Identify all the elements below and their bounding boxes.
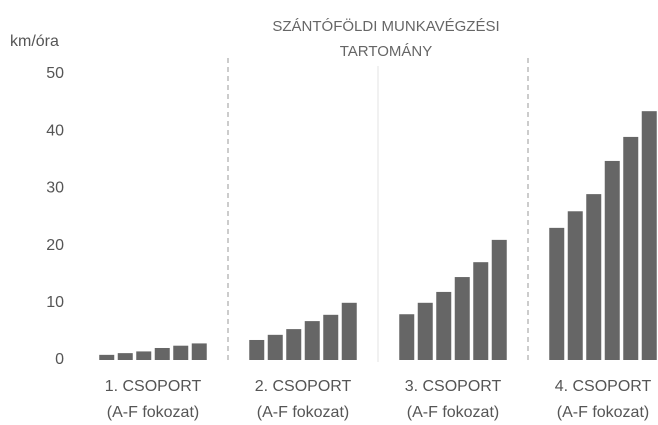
bar: [286, 329, 302, 360]
chart-title: SZÁNTÓFÖLDI MUNKAVÉGZÉSI: [272, 17, 499, 35]
x-tick-label: (A-F fokozat): [257, 404, 349, 421]
bar: [604, 160, 620, 360]
x-tick-label: 2. CSOPORT: [255, 378, 352, 395]
x-tick-label: 3. CSOPORT: [405, 378, 502, 395]
y-tick-label: 10: [46, 294, 64, 311]
bar: [154, 347, 170, 360]
y-tick-label: 30: [46, 180, 64, 197]
bar: [323, 314, 339, 360]
bar: [473, 262, 489, 360]
bar: [454, 277, 470, 360]
bar: [173, 345, 189, 360]
bar: [399, 314, 415, 360]
bar: [191, 343, 207, 360]
y-tick-label: 20: [46, 237, 64, 254]
bar: [341, 302, 357, 360]
x-tick-label: (A-F fokozat): [407, 404, 499, 421]
bar: [641, 111, 657, 361]
bar: [623, 136, 639, 360]
bar: [99, 354, 115, 360]
x-tick-label: (A-F fokozat): [107, 404, 199, 421]
x-tick-label: 1. CSOPORT: [105, 378, 202, 395]
y-tick-label: 50: [46, 65, 64, 82]
bar: [586, 194, 602, 360]
y-axis-label: km/óra: [10, 33, 59, 50]
bar: [549, 227, 565, 360]
bar: [567, 211, 583, 360]
bar: [436, 291, 452, 360]
bar: [491, 239, 507, 360]
x-tick-label: (A-F fokozat): [557, 404, 649, 421]
y-tick-label: 40: [46, 122, 64, 139]
bar: [249, 339, 265, 360]
x-tick-label: 4. CSOPORT: [555, 378, 652, 395]
chart-title: TARTOMÁNY: [340, 43, 433, 60]
bar: [417, 302, 433, 360]
bar: [136, 351, 152, 360]
bar: [267, 334, 283, 360]
bar: [304, 321, 320, 360]
y-tick-label: 0: [55, 351, 64, 368]
bar: [117, 353, 133, 360]
